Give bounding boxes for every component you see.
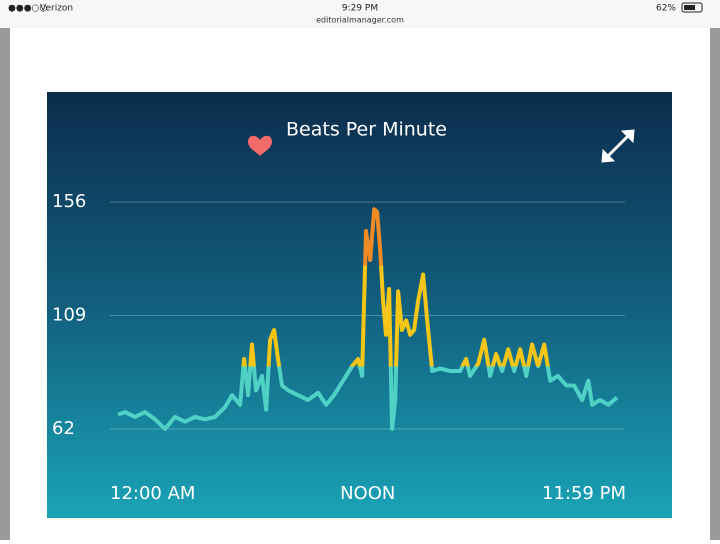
plot: 62 109 156 12:00 AM NOON 11:59 PM — [52, 191, 626, 504]
battery-icon — [681, 2, 703, 13]
y-tick-label: 156 — [52, 191, 86, 212]
carrier: Verizon — [40, 4, 73, 14]
battery-level: 62% — [656, 4, 676, 14]
y-tick-label: 62 — [52, 418, 75, 439]
heart-icon — [248, 135, 272, 156]
expand-icon[interactable] — [601, 129, 635, 163]
chart-panel — [47, 92, 672, 518]
x-tick-label: NOON — [340, 483, 395, 504]
x-tick-label: 12:00 AM — [110, 483, 195, 504]
left-border — [0, 28, 10, 540]
right-border — [710, 28, 720, 540]
y-tick-label: 109 — [52, 305, 86, 326]
x-tick-label: 11:59 PM — [542, 483, 626, 504]
url[interactable]: editorialmanager.com — [316, 16, 404, 25]
time: 9:29 PM — [342, 4, 378, 14]
chart-title: Beats Per Minute — [286, 119, 447, 141]
battery-fill — [684, 5, 695, 10]
status-bar — [0, 0, 720, 28]
signal: ●●●○○ — [8, 4, 47, 14]
heart-rate-line — [117, 207, 619, 431]
